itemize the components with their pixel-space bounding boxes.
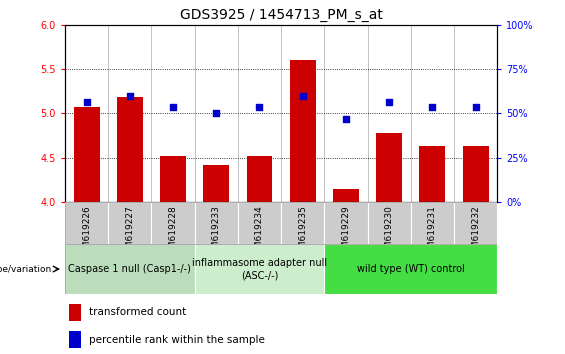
Point [385, 99, 394, 105]
Text: GSM619234: GSM619234 [255, 205, 264, 260]
Bar [281, 202, 324, 244]
Text: GSM619235: GSM619235 [298, 205, 307, 260]
Point [212, 110, 221, 116]
Bar [203, 165, 229, 202]
Text: GSM619229: GSM619229 [341, 205, 350, 260]
Bar [324, 202, 368, 244]
Text: GSM619230: GSM619230 [385, 205, 394, 260]
Bar [376, 133, 402, 202]
Text: GSM619226: GSM619226 [82, 205, 91, 260]
Bar [411, 202, 454, 244]
Bar [367, 202, 411, 244]
Bar [238, 202, 281, 244]
Text: transformed count: transformed count [89, 308, 186, 318]
Point [471, 104, 480, 110]
Bar [246, 156, 272, 202]
Bar [65, 202, 108, 244]
Bar [65, 244, 194, 294]
Point [341, 117, 350, 122]
Title: GDS3925 / 1454713_PM_s_at: GDS3925 / 1454713_PM_s_at [180, 8, 383, 22]
Bar [69, 331, 81, 348]
Text: GSM619227: GSM619227 [125, 205, 134, 260]
Bar [108, 202, 151, 244]
Bar [151, 202, 194, 244]
Text: GSM619232: GSM619232 [471, 205, 480, 260]
Bar [419, 146, 445, 202]
Point [298, 94, 307, 99]
Bar [194, 202, 238, 244]
Bar [290, 60, 316, 202]
Point [428, 104, 437, 110]
Bar [194, 244, 324, 294]
Point [168, 104, 177, 110]
Text: percentile rank within the sample: percentile rank within the sample [89, 335, 264, 344]
Bar [117, 97, 143, 202]
Bar [73, 107, 99, 202]
Point [255, 104, 264, 110]
Bar [324, 244, 497, 294]
Text: wild type (WT) control: wild type (WT) control [357, 264, 464, 274]
Bar [333, 189, 359, 202]
Point [125, 94, 134, 99]
Bar [463, 146, 489, 202]
Text: inflammasome adapter null
(ASC-/-): inflammasome adapter null (ASC-/-) [192, 258, 327, 280]
Text: GSM619231: GSM619231 [428, 205, 437, 260]
Text: GSM619228: GSM619228 [168, 205, 177, 260]
Text: genotype/variation: genotype/variation [0, 264, 52, 274]
Point [82, 99, 91, 105]
Bar [69, 304, 81, 321]
Bar [454, 202, 497, 244]
Bar [160, 156, 186, 202]
Text: GSM619233: GSM619233 [212, 205, 221, 260]
Text: Caspase 1 null (Casp1-/-): Caspase 1 null (Casp1-/-) [68, 264, 191, 274]
